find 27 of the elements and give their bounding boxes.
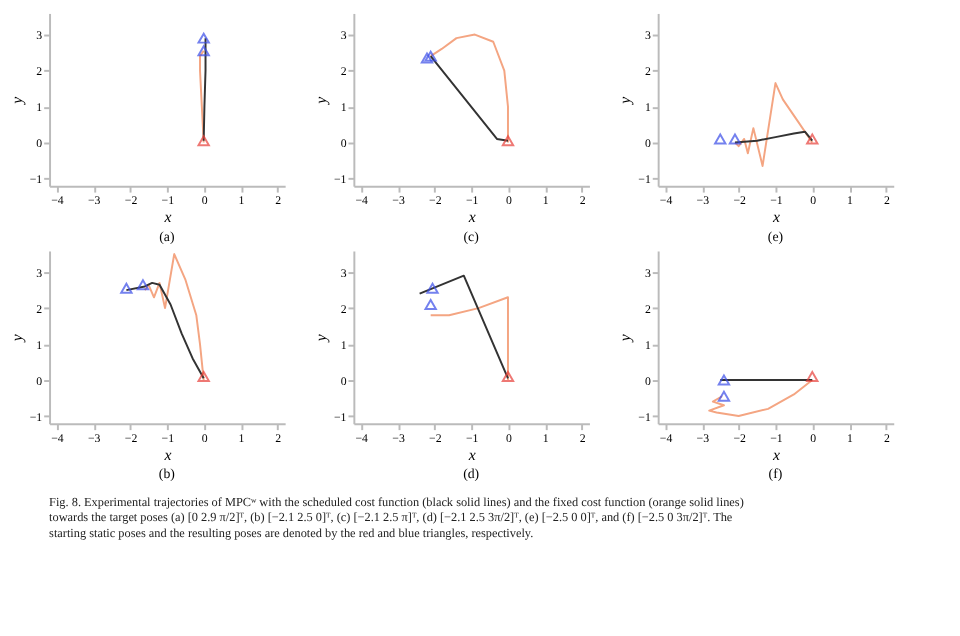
y-axis-title: y	[7, 333, 26, 344]
point	[424, 299, 437, 310]
y-axis-title: y	[616, 333, 635, 344]
x-axis-title: x	[770, 208, 781, 227]
x-axis-title: x	[162, 208, 173, 227]
point	[501, 370, 515, 382]
point	[501, 135, 515, 147]
point	[197, 32, 210, 44]
point	[717, 374, 731, 386]
point	[806, 370, 819, 382]
point	[717, 390, 731, 402]
point	[120, 282, 133, 294]
point	[197, 135, 210, 147]
point	[424, 50, 437, 62]
x-axis-title: x	[466, 208, 477, 227]
x-axis-title: x	[466, 445, 477, 464]
point	[420, 52, 434, 64]
x-axis-title: x	[770, 445, 781, 464]
y-axis-title: y	[616, 95, 635, 106]
y-axis-title: y	[7, 95, 26, 106]
y-axis-title: y	[312, 95, 331, 106]
y-axis-title: y	[312, 333, 331, 344]
point	[136, 279, 150, 291]
x-axis-title: x	[162, 445, 173, 464]
point	[197, 370, 210, 382]
point	[197, 45, 210, 57]
point	[426, 282, 439, 294]
